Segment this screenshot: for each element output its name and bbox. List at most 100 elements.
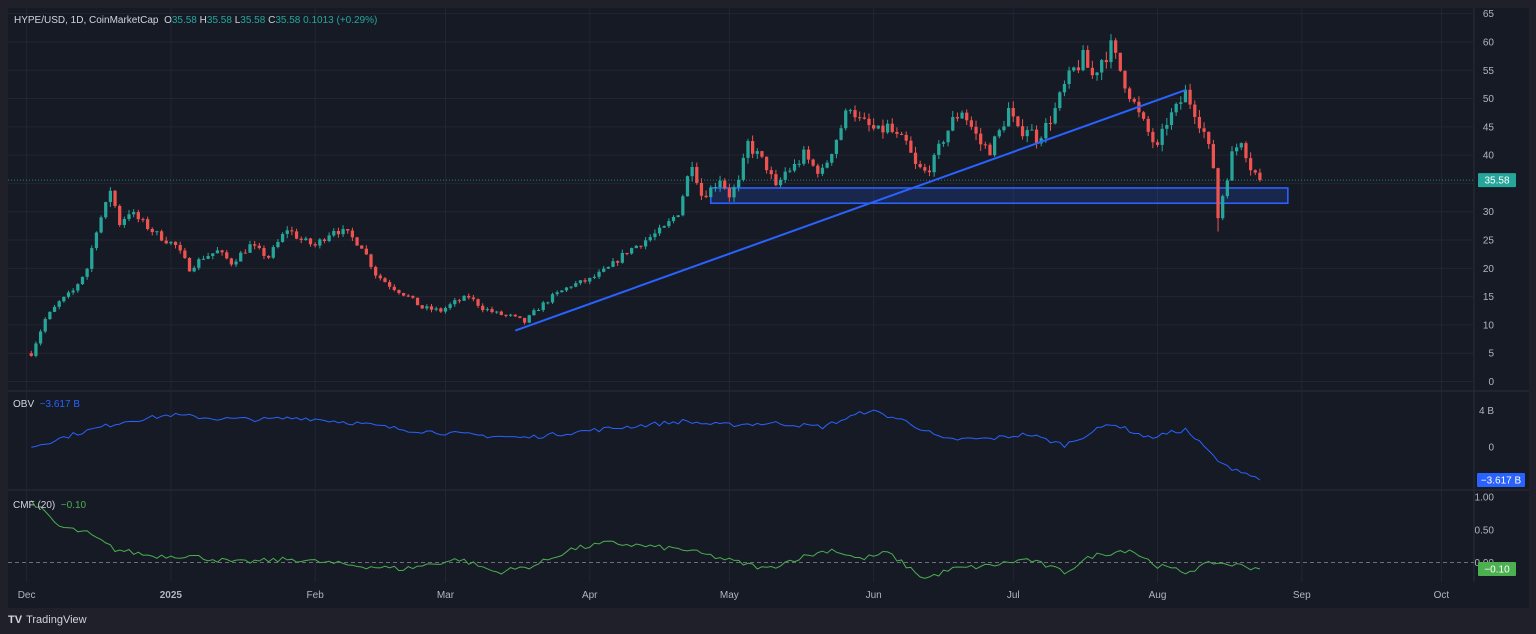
candle-body <box>951 117 955 131</box>
candle-body <box>294 231 299 239</box>
chart-canvas[interactable]: Dec 2025 Feb Mar Apr May Jun Jul Aug Sep Oct051015… <box>8 8 1529 608</box>
candle-body <box>597 271 601 277</box>
candle-body <box>657 227 662 234</box>
candle-body <box>457 300 462 302</box>
candle-body <box>653 233 657 238</box>
candle-body <box>425 306 429 309</box>
drawings-trendline-layer[interactable] <box>514 89 1186 332</box>
candle-body <box>792 164 797 171</box>
candle-body <box>150 228 154 233</box>
candle-body <box>285 230 289 234</box>
candle-body <box>499 311 503 315</box>
candle-body <box>485 309 489 311</box>
candle-body <box>346 229 350 231</box>
candle-body <box>690 166 694 177</box>
candle-body <box>1160 128 1164 145</box>
candle-body <box>239 252 243 262</box>
candle-body <box>62 296 66 302</box>
candle-body <box>923 167 927 171</box>
candle-body <box>709 187 713 198</box>
candle-body <box>816 165 820 174</box>
obv-value-badge <box>1477 473 1525 488</box>
candle-body <box>751 140 755 154</box>
candle-body <box>820 167 825 174</box>
candle-body <box>727 188 731 198</box>
candle-body <box>355 237 359 246</box>
candle-body <box>853 110 857 118</box>
candle-body <box>197 259 201 268</box>
candle-body <box>364 248 368 255</box>
candle-body <box>606 266 610 269</box>
candle-body <box>211 253 215 257</box>
trendline <box>514 89 1186 332</box>
candle-body <box>253 244 257 246</box>
candle-body <box>85 268 89 277</box>
candle-body <box>993 136 997 156</box>
gridlines <box>8 8 1529 582</box>
last-price-badge <box>1478 173 1516 188</box>
candle-body <box>806 149 811 160</box>
candle-body <box>508 314 513 316</box>
candle-body <box>834 139 839 154</box>
candle-body <box>1086 49 1090 68</box>
obv-name: OBV <box>13 399 35 410</box>
price-tick-label: 50 <box>1483 94 1495 105</box>
last-price-badge-label: 35.58 <box>1484 176 1509 187</box>
candle-body <box>80 276 85 285</box>
candle-body <box>262 248 266 256</box>
candle-body <box>490 309 494 313</box>
candle-body <box>1123 70 1127 89</box>
candle-body <box>778 179 783 186</box>
candle-body <box>132 212 136 215</box>
candle-body <box>955 117 960 119</box>
candle-body <box>1197 116 1202 129</box>
close-value: 35.58 <box>275 15 301 26</box>
time-tick-label: Jul <box>1007 590 1020 601</box>
candle-body <box>969 120 974 127</box>
candle-body <box>625 252 629 254</box>
candle-body <box>1179 102 1183 104</box>
candle-body <box>639 245 643 247</box>
candle-body <box>1104 60 1108 63</box>
drawings-layer[interactable] <box>709 187 1289 205</box>
candle-body <box>755 151 759 154</box>
candle-body <box>788 170 792 172</box>
candle-body <box>1095 72 1099 76</box>
candle-body <box>997 130 1001 137</box>
candle-body <box>830 153 834 163</box>
indicators-layer <box>30 409 1261 579</box>
candle-body <box>48 311 52 320</box>
cmf-line <box>30 500 1261 579</box>
price-tick-label: 20 <box>1483 264 1495 275</box>
candle-body <box>876 125 880 129</box>
candle-body <box>29 353 33 356</box>
candle-body <box>858 117 862 119</box>
candle-body <box>825 162 829 168</box>
candle-body <box>1225 180 1229 197</box>
candle-body <box>206 256 210 259</box>
candle-body <box>397 290 401 294</box>
candle-body <box>588 277 592 282</box>
candle-body <box>169 241 173 244</box>
candle-body <box>448 304 452 308</box>
footer: TV TradingView <box>8 612 87 628</box>
candle-body <box>802 149 806 164</box>
candle-body <box>988 144 992 156</box>
candle-body <box>769 170 773 175</box>
chart-panel[interactable]: Dec 2025 Feb Mar Apr May Jun Jul Aug Sep Oct 0 5 10 15… <box>8 8 1529 608</box>
candle-body <box>1188 89 1192 105</box>
candle-body <box>671 216 676 222</box>
candle-body <box>201 258 206 260</box>
candle-body <box>383 278 387 283</box>
candle-body <box>1006 107 1011 127</box>
candle-body <box>401 293 406 296</box>
candle-body <box>1230 151 1234 181</box>
time-tick-label: Oct <box>1434 590 1450 601</box>
candle-body <box>360 245 364 249</box>
candle-body <box>1081 49 1085 71</box>
price-tick-label: 10 <box>1483 320 1495 331</box>
candle-body <box>304 238 308 241</box>
candle-body <box>699 182 704 196</box>
candles-layer <box>8 34 1474 358</box>
candle-body <box>844 110 848 129</box>
